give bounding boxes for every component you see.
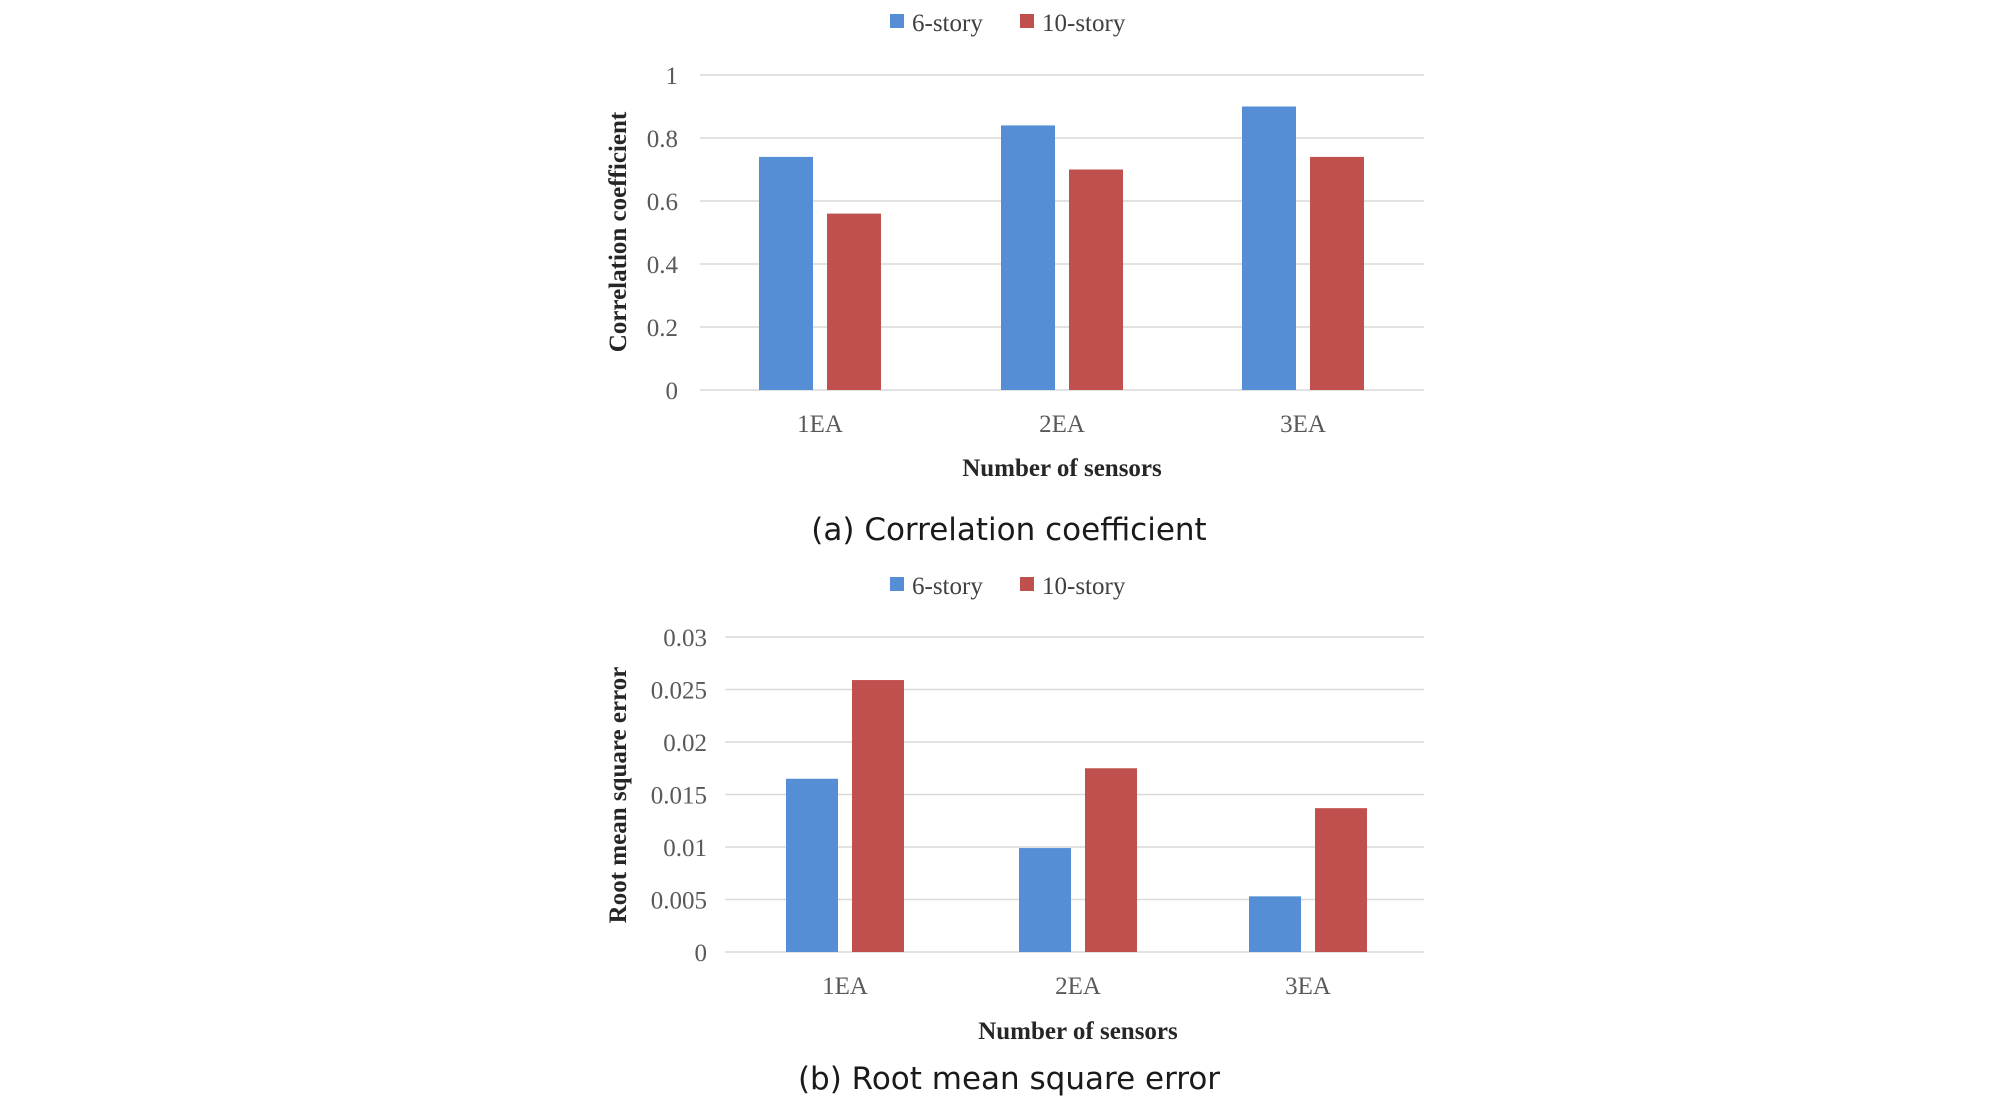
chart-b: 6-story 10-story 0 0.005 0.01 0.015 0.02… xyxy=(605,573,1424,1097)
y-axis-title-a: Correlation coefficient xyxy=(605,111,632,352)
bar-a-6-story-3EA xyxy=(1242,106,1296,390)
caption-a: (a) Correlation coefficient xyxy=(811,512,1206,548)
legend-b-label-6-story: 6-story xyxy=(912,573,983,600)
x-tick-b-2EA: 2EA xyxy=(1055,973,1101,1000)
y-tick-a-4: 0.8 xyxy=(647,126,678,153)
x-axis-title-a: Number of sensors xyxy=(962,455,1162,482)
legend-b-swatch-6-story xyxy=(890,577,904,591)
x-tick-b-3EA: 3EA xyxy=(1285,973,1331,1000)
bar-a-6-story-1EA xyxy=(759,156,813,390)
y-tick-a-3: 0.6 xyxy=(647,189,678,216)
legend-a-swatch-10-story xyxy=(1020,14,1034,28)
y-tick-a-1: 0.2 xyxy=(647,315,678,342)
caption-b: (b) Root mean square error xyxy=(798,1061,1220,1097)
x-tick-a-3EA: 3EA xyxy=(1280,411,1326,438)
x-ticks-b: 1EA 2EA 3EA xyxy=(822,973,1331,1000)
y-tick-b-3: 0.015 xyxy=(651,783,707,810)
legend-a-label-10-story: 10-story xyxy=(1042,10,1126,37)
y-tick-b-4: 0.02 xyxy=(663,730,707,757)
legend-a-label-6-story: 6-story xyxy=(912,10,983,37)
legend-a-swatch-6-story xyxy=(890,14,904,28)
bar-b-10-story-1EA xyxy=(852,680,904,952)
y-tick-a-2: 0.4 xyxy=(647,252,679,279)
x-tick-a-2EA: 2EA xyxy=(1039,411,1085,438)
y-tick-a-0: 0 xyxy=(666,378,679,405)
y-axis-title-b: Root mean square error xyxy=(605,667,632,924)
bar-b-6-story-3EA xyxy=(1249,896,1301,952)
bar-b-6-story-1EA xyxy=(786,778,838,952)
y-tick-b-2: 0.01 xyxy=(663,835,707,862)
bars-a xyxy=(759,106,1364,391)
y-tick-b-0: 0 xyxy=(695,940,708,967)
y-tick-b-5: 0.025 xyxy=(651,678,707,705)
x-axis-title-b: Number of sensors xyxy=(978,1018,1178,1045)
bar-a-6-story-2EA xyxy=(1001,125,1055,391)
legend-a: 6-story 10-story xyxy=(890,10,1126,37)
chart-a: 6-story 10-story 0 0.2 0.4 0.6 0.8 1 xyxy=(605,10,1424,548)
bar-b-10-story-2EA xyxy=(1085,768,1137,952)
x-ticks-a: 1EA 2EA 3EA xyxy=(797,411,1326,438)
bar-b-10-story-3EA xyxy=(1315,808,1367,952)
y-tick-a-5: 1 xyxy=(666,63,679,90)
y-ticks-b: 0 0.005 0.01 0.015 0.02 0.025 0.03 xyxy=(651,625,707,967)
x-tick-a-1EA: 1EA xyxy=(797,411,843,438)
x-tick-b-1EA: 1EA xyxy=(822,973,868,1000)
bar-a-10-story-3EA xyxy=(1310,156,1364,390)
bar-b-6-story-2EA xyxy=(1019,848,1071,952)
y-ticks-a: 0 0.2 0.4 0.6 0.8 1 xyxy=(647,63,679,405)
gridlines-a xyxy=(700,74,1424,391)
bar-a-10-story-2EA xyxy=(1069,169,1123,390)
bar-a-10-story-1EA xyxy=(827,213,881,390)
y-tick-b-1: 0.005 xyxy=(651,888,707,915)
legend-b-swatch-10-story xyxy=(1020,577,1034,591)
legend-b-label-10-story: 10-story xyxy=(1042,573,1126,600)
legend-b: 6-story 10-story xyxy=(890,573,1126,600)
bars-b xyxy=(786,680,1367,952)
y-tick-b-6: 0.03 xyxy=(663,625,707,652)
gridlines-b xyxy=(725,636,1424,953)
